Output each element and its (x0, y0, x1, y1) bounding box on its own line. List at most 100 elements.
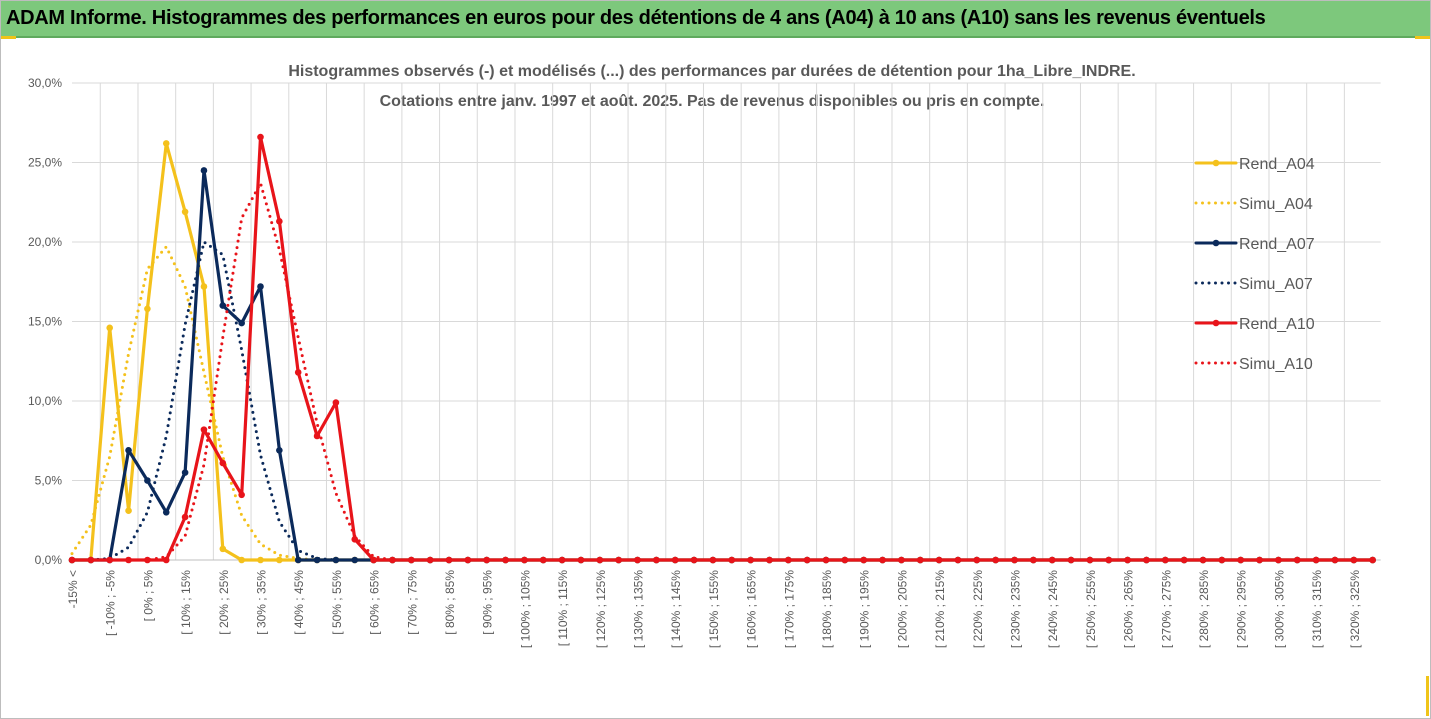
x-tick-label: [ 110% ; 115% (556, 570, 570, 647)
x-tick-label: [ 70% ; 75% (405, 570, 419, 635)
data-point (332, 399, 340, 406)
data-point (766, 556, 773, 564)
chart-title: Histogrammes observés (-) et modélisés (… (288, 63, 1135, 80)
data-point (502, 556, 509, 564)
data-point (916, 556, 924, 564)
data-point (370, 556, 377, 564)
data-point (276, 218, 283, 225)
x-tick-label: [ 210% ; 215% (933, 570, 947, 648)
x-tick-label: [ 130% ; 135% (632, 570, 646, 648)
data-point (577, 556, 585, 564)
data-point (181, 208, 189, 216)
x-tick-label: [ 50% ; 55% (330, 570, 344, 635)
legend-label: Rend_A04 (1239, 156, 1315, 173)
x-tick-label: [ 170% ; 175% (782, 570, 796, 648)
data-point (181, 513, 189, 521)
data-point (332, 556, 340, 564)
data-point (200, 426, 208, 433)
data-point (257, 283, 264, 290)
data-point (257, 556, 264, 564)
series-line-simu-a10 (70, 181, 1375, 562)
data-point (125, 507, 132, 515)
data-point (238, 556, 245, 564)
x-tick-label: [ 0% ; 5% (141, 570, 155, 622)
legend-label: Rend_A07 (1239, 236, 1315, 253)
series-line-rend-a07 (70, 168, 1375, 562)
data-point (144, 556, 151, 564)
data-point (1048, 556, 1056, 564)
x-tick-label: [ 230% ; 235% (1009, 570, 1023, 648)
y-tick-label: 20,0% (28, 235, 62, 249)
data-point (162, 556, 170, 564)
data-point (313, 432, 321, 440)
data-point (219, 459, 227, 467)
data-point (1143, 556, 1150, 564)
data-point (879, 556, 886, 564)
series-line-simu-a04 (70, 245, 1375, 562)
data-point (219, 302, 227, 309)
x-tick-label: [ 310% ; 315% (1310, 570, 1324, 648)
data-point (671, 556, 679, 564)
data-point (709, 556, 717, 564)
x-tick-label: [ 90% ; 95% (481, 570, 495, 635)
legend-marker (1212, 159, 1220, 167)
data-point (1331, 556, 1339, 564)
data-point (954, 556, 962, 564)
data-point (935, 556, 943, 564)
data-point (1237, 556, 1244, 564)
data-point (219, 545, 227, 553)
data-point (351, 556, 359, 564)
x-tick-label: [ -10% ; -5% (104, 570, 118, 636)
data-point (200, 167, 208, 174)
data-point (125, 556, 132, 564)
legend-marker (1212, 239, 1220, 247)
corner-accent-top-right (1415, 36, 1431, 39)
x-tick-label: [ 220% ; 225% (971, 570, 985, 648)
data-point (162, 509, 170, 516)
data-point (200, 283, 208, 290)
y-tick-label: 25,0% (28, 156, 62, 170)
corner-accent-right (1426, 676, 1429, 716)
y-tick-label: 10,0% (28, 394, 62, 408)
data-point (1275, 556, 1282, 564)
x-tick-label: [ 280% ; 285% (1197, 570, 1211, 648)
data-point (181, 469, 189, 476)
x-tick-label: [ 320% ; 325% (1348, 570, 1362, 648)
report-banner: ADAM Informe. Histogrammes des performan… (0, 0, 1431, 38)
data-point (1086, 556, 1094, 564)
x-tick-label: [ 180% ; 185% (820, 570, 834, 648)
chart-subtitle: Cotations entre janv. 1997 et août. 2025… (380, 93, 1045, 110)
legend-label: Simu_A04 (1239, 196, 1313, 213)
x-tick-label: [ 30% ; 35% (255, 570, 269, 635)
x-tick-label: [ 200% ; 205% (895, 570, 909, 648)
y-tick-label: 0,0% (35, 553, 63, 567)
x-tick-label: [ 100% ; 105% (518, 570, 532, 648)
x-tick-label: [ 120% ; 125% (594, 570, 608, 648)
data-point (106, 324, 113, 332)
y-tick-label: 30,0% (28, 76, 62, 90)
data-point (747, 556, 754, 564)
x-tick-label: [ 250% ; 255% (1084, 570, 1098, 648)
legend-marker (1212, 319, 1220, 327)
data-point (1124, 556, 1131, 564)
data-point (238, 491, 245, 499)
data-point (144, 477, 151, 484)
data-point (162, 140, 170, 147)
data-point (1256, 556, 1263, 564)
data-point (860, 556, 867, 564)
x-tick-label: [ 240% ; 245% (1046, 570, 1060, 648)
report-title: ADAM Informe. Histogrammes des performan… (6, 7, 1266, 29)
x-tick-label: [ 290% ; 295% (1235, 570, 1249, 648)
x-tick-label: [ 150% ; 155% (707, 570, 721, 648)
data-point (539, 556, 547, 564)
x-tick-label: [ 80% ; 85% (443, 570, 457, 635)
data-point (521, 556, 528, 564)
data-point (125, 446, 132, 454)
x-tick-label: [ 10% ; 15% (179, 570, 193, 635)
data-point (294, 556, 302, 564)
data-point (238, 319, 245, 327)
x-tick-label: [ 60% ; 65% (368, 570, 382, 635)
legend-label: Simu_A07 (1239, 276, 1313, 293)
x-tick-label: [ 140% ; 145% (669, 570, 683, 648)
